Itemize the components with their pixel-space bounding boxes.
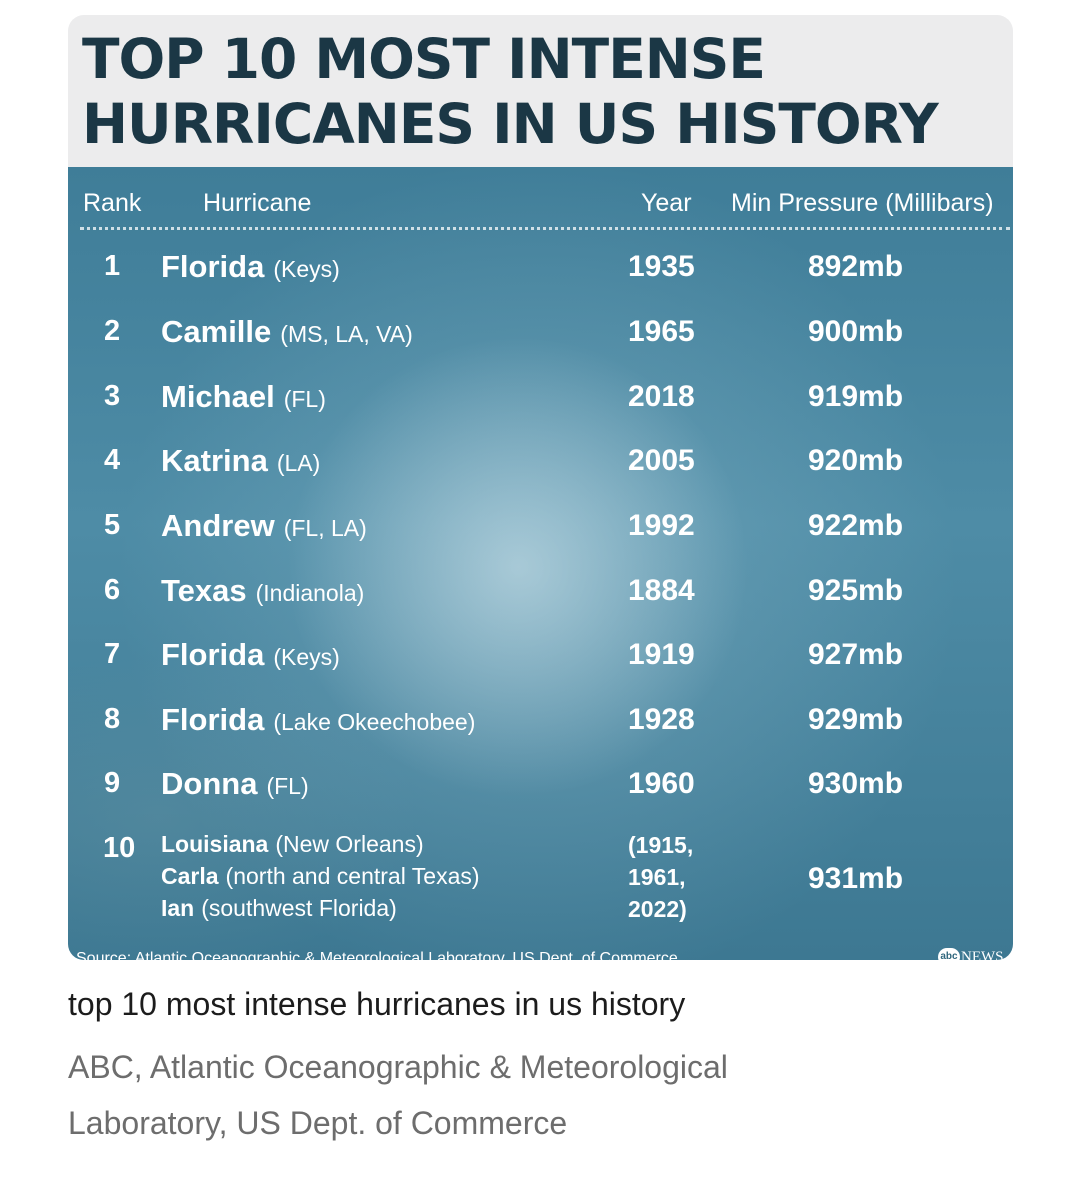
hurricane-location: (LA)	[276, 450, 321, 476]
pressure-cell: 931mb	[808, 862, 904, 895]
rank-cell: 10	[103, 832, 136, 864]
header-divider	[80, 227, 1010, 230]
abc-logo-icon: abc	[938, 948, 960, 960]
abc-news-logo: abc NEWS	[938, 947, 1004, 960]
infographic-card: TOP 10 MOST INTENSE HURRICANES IN US HIS…	[68, 15, 1013, 960]
hurricane-name: Katrina	[161, 443, 268, 478]
rank-cell: 5	[104, 509, 121, 541]
hurricane-cell: Louisiana (New Orleans)	[161, 833, 424, 856]
hurricane-name: Donna	[161, 766, 258, 801]
pressure-cell: 929mb	[808, 703, 904, 736]
hurricane-name: Texas	[161, 573, 247, 608]
hurricane-cell: Ian (southwest Florida)	[161, 897, 397, 920]
pressure-cell: 920mb	[808, 444, 904, 477]
rank-cell: 1	[104, 250, 121, 282]
rank-cell: 6	[104, 574, 121, 606]
title-line-1: TOP 10 MOST INTENSE	[82, 27, 766, 91]
year-cell: 1960	[628, 767, 695, 800]
hurricane-name: Louisiana	[161, 831, 269, 857]
title-band: TOP 10 MOST INTENSE HURRICANES IN US HIS…	[68, 15, 1013, 167]
hurricane-cell: Florida (Lake Okeechobee)	[161, 704, 475, 735]
hurricane-location: (New Orleans)	[275, 831, 424, 857]
caption-title: top 10 most intense hurricanes in us his…	[68, 986, 686, 1022]
pressure-cell: 922mb	[808, 509, 904, 542]
year-cell: 1961,	[628, 864, 686, 890]
logo-news-text: NEWS	[961, 948, 1004, 961]
year-cell: 1992	[628, 509, 695, 542]
hurricane-location: (FL, LA)	[283, 515, 367, 541]
hurricane-location: (Keys)	[273, 256, 340, 282]
hurricane-cell: Donna (FL)	[161, 768, 309, 799]
header-hurricane: Hurricane	[203, 189, 312, 217]
pressure-cell: 919mb	[808, 380, 904, 413]
hurricane-cell: Carla (north and central Texas)	[161, 865, 480, 888]
year-cell: 1928	[628, 703, 695, 736]
hurricane-cell: Andrew (FL, LA)	[161, 510, 367, 541]
rank-cell: 3	[104, 380, 121, 412]
hurricane-cell: Michael (FL)	[161, 381, 326, 412]
hurricane-location: (southwest Florida)	[201, 895, 397, 921]
hurricane-name: Michael	[161, 379, 275, 414]
rank-cell: 4	[104, 444, 121, 476]
pressure-cell: 892mb	[808, 250, 904, 283]
year-cell: 1919	[628, 638, 695, 671]
header-rank: Rank	[83, 189, 142, 217]
hurricane-location: (Keys)	[273, 644, 340, 670]
attribution-line-1: ABC, Atlantic Oceanographic & Meteorolog…	[68, 1049, 728, 1085]
hurricane-name: Camille	[161, 314, 272, 349]
hurricane-location: (MS, LA, VA)	[280, 321, 413, 347]
year-cell: 2005	[628, 444, 695, 477]
hurricane-cell: Florida (Keys)	[161, 251, 340, 282]
source-note: Source: Atlantic Oceanographic & Meteoro…	[76, 950, 678, 960]
pressure-cell: 930mb	[808, 767, 904, 800]
pressure-cell: 927mb	[808, 638, 904, 671]
year-cell: 1965	[628, 315, 695, 348]
year-cell: (1915,	[628, 832, 694, 858]
hurricane-location: (Lake Okeechobee)	[273, 709, 476, 735]
hurricane-name: Florida	[161, 637, 265, 672]
hurricane-cell: Florida (Keys)	[161, 639, 340, 670]
header-year: Year	[641, 189, 692, 217]
rank-cell: 9	[104, 767, 121, 799]
rank-cell: 7	[104, 638, 121, 670]
hurricane-name: Ian	[161, 895, 195, 921]
hurricane-name: Florida	[161, 702, 265, 737]
rank-cell: 8	[104, 703, 121, 735]
year-cell: 2022)	[628, 896, 687, 922]
attribution-line-2: Laboratory, US Dept. of Commerce	[68, 1105, 568, 1141]
title-line-2: HURRICANES IN US HISTORY	[82, 92, 939, 156]
year-cell: 1935	[628, 250, 695, 283]
hurricane-cell: Camille (MS, LA, VA)	[161, 316, 413, 347]
year-cell: 1884	[628, 574, 695, 607]
hurricane-name: Florida	[161, 249, 265, 284]
table-panel: Rank Hurricane Year Min Pressure (Millib…	[68, 167, 1013, 960]
pressure-cell: 925mb	[808, 574, 904, 607]
hurricane-location: (north and central Texas)	[225, 863, 480, 889]
hurricane-location: (Indianola)	[255, 580, 365, 606]
year-cell: 2018	[628, 380, 695, 413]
hurricane-cell: Texas (Indianola)	[161, 575, 364, 606]
header-pressure: Min Pressure (Millibars)	[731, 189, 994, 217]
hurricane-location: (FL)	[283, 386, 326, 412]
hurricane-name: Andrew	[161, 508, 275, 543]
pressure-cell: 900mb	[808, 315, 904, 348]
hurricane-cell: Katrina (LA)	[161, 445, 320, 476]
hurricane-name: Carla	[161, 863, 219, 889]
hurricane-location: (FL)	[266, 773, 309, 799]
rank-cell: 2	[104, 315, 121, 347]
